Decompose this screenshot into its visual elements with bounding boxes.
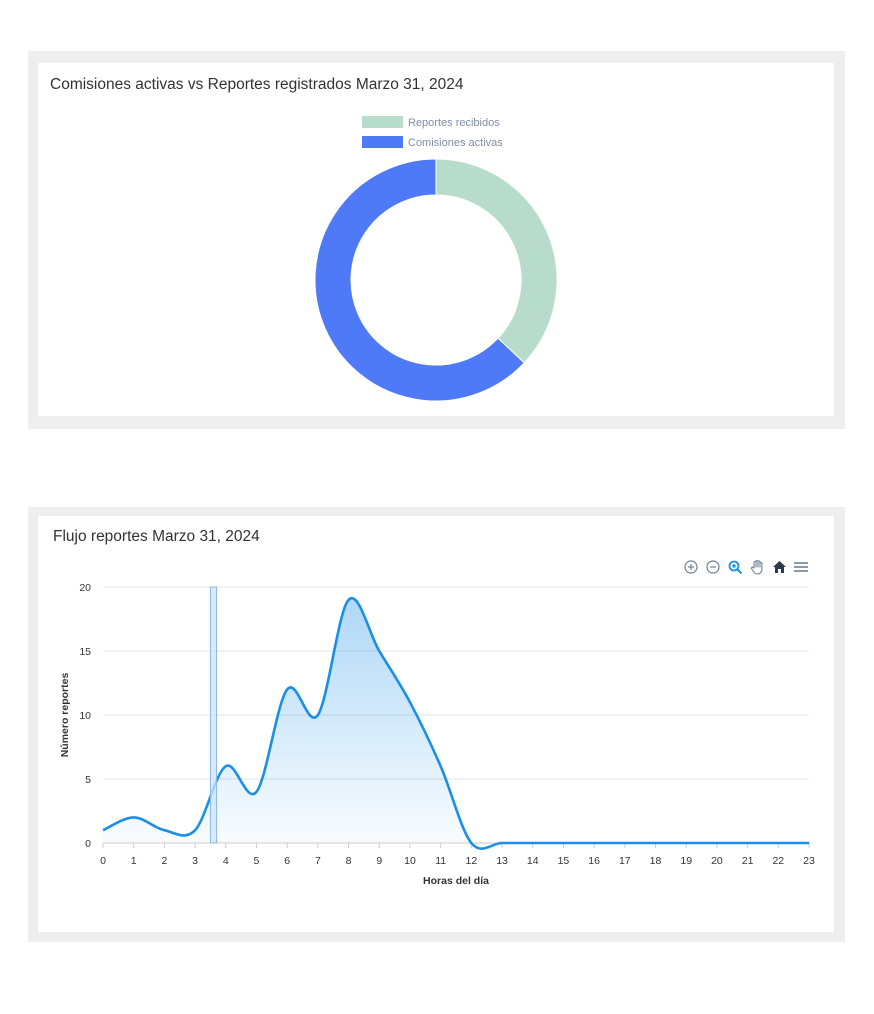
data-point[interactable] <box>531 841 535 845</box>
data-point[interactable] <box>807 841 811 845</box>
data-point[interactable] <box>377 649 381 653</box>
x-tick-label: 10 <box>404 855 416 867</box>
x-tick-label: 0 <box>100 855 106 867</box>
x-tick-label: 8 <box>346 855 352 867</box>
x-tick-label: 21 <box>742 855 754 867</box>
x-tick-label: 13 <box>496 855 508 867</box>
data-point[interactable] <box>684 841 688 845</box>
x-tick-label: 1 <box>131 855 137 867</box>
series-area <box>103 598 809 849</box>
magnifier-icon[interactable] <box>727 559 743 575</box>
donut-chart-title: Comisiones activas vs Reportes registrad… <box>50 76 464 93</box>
data-point[interactable] <box>132 815 136 819</box>
flow-chart-title: Flujo reportes Marzo 31, 2024 <box>53 528 260 545</box>
x-tick-label: 14 <box>527 855 539 867</box>
data-point[interactable] <box>715 841 719 845</box>
donut-slice[interactable] <box>314 158 525 402</box>
menu-icon[interactable] <box>793 559 809 575</box>
data-point[interactable] <box>224 764 228 768</box>
x-tick-label: 15 <box>558 855 570 867</box>
data-point[interactable] <box>316 713 320 717</box>
data-point[interactable] <box>439 764 443 768</box>
data-point[interactable] <box>285 687 289 691</box>
flow-chart-panel: Flujo reportes Marzo 31, 2024 0 5 10 15 20 0 1… <box>28 507 845 942</box>
legend-swatch[interactable] <box>362 116 403 128</box>
x-tick-label: 7 <box>315 855 321 867</box>
data-point[interactable] <box>469 841 473 845</box>
donut-chart-card: Comisiones activas vs Reportes registrad… <box>38 63 834 416</box>
x-tick-label: 17 <box>619 855 631 867</box>
x-tick-label: 11 <box>435 855 446 867</box>
x-tick-label: 16 <box>588 855 600 867</box>
x-tick-label: 18 <box>650 855 662 867</box>
x-tick-label: 4 <box>223 855 229 867</box>
x-tick-label: 20 <box>711 855 723 867</box>
legend-label[interactable]: Comisiones activas <box>408 137 503 149</box>
data-point[interactable] <box>254 790 258 794</box>
data-point[interactable] <box>500 841 504 845</box>
data-point[interactable] <box>561 841 565 845</box>
data-point[interactable] <box>746 841 750 845</box>
highlight-band[interactable] <box>209 586 218 844</box>
x-tick-label: 9 <box>376 855 382 867</box>
series-line[interactable] <box>102 596 809 850</box>
x-tick-label: 22 <box>772 855 784 867</box>
data-point[interactable] <box>654 841 658 845</box>
data-point[interactable] <box>193 828 197 832</box>
y-tick-label: 5 <box>85 774 91 786</box>
y-axis-title: Número reportes <box>59 673 71 758</box>
data-point[interactable] <box>162 828 166 832</box>
y-tick-label: 20 <box>79 582 91 594</box>
x-tick-label: 2 <box>161 855 167 867</box>
x-tick-label: 23 <box>803 855 815 867</box>
home-icon[interactable] <box>771 559 787 575</box>
x-tick-label: 3 <box>192 855 198 867</box>
y-tick-label: 0 <box>85 838 91 850</box>
data-point[interactable] <box>347 598 351 602</box>
zoom-out-icon[interactable] <box>705 559 721 575</box>
data-point[interactable] <box>623 841 627 845</box>
y-tick-label: 10 <box>79 710 91 722</box>
data-point[interactable] <box>776 841 780 845</box>
x-tick-label: 6 <box>284 855 290 867</box>
zoom-in-icon[interactable] <box>683 559 699 575</box>
flow-chart-card: Flujo reportes Marzo 31, 2024 0 5 10 15 20 0 1… <box>38 516 834 932</box>
legend-swatch[interactable] <box>362 136 403 148</box>
x-tick-label: 12 <box>466 855 478 867</box>
legend-label[interactable]: Reportes recibidos <box>408 117 500 129</box>
donut-slice[interactable] <box>435 158 558 364</box>
x-axis-title: Horas del día <box>423 875 489 887</box>
data-point[interactable] <box>592 841 596 845</box>
y-tick-label: 15 <box>79 646 91 658</box>
hand-icon[interactable] <box>749 559 765 575</box>
x-tick-label: 19 <box>680 855 692 867</box>
x-tick-label: 5 <box>254 855 260 867</box>
donut-chart-panel: Comisiones activas vs Reportes registrad… <box>28 51 845 429</box>
donut-chart: Reportes recibidos Comisiones activas <box>314 116 558 402</box>
data-point[interactable] <box>101 828 105 832</box>
data-point[interactable] <box>408 700 412 704</box>
chart-toolbar <box>683 559 809 575</box>
